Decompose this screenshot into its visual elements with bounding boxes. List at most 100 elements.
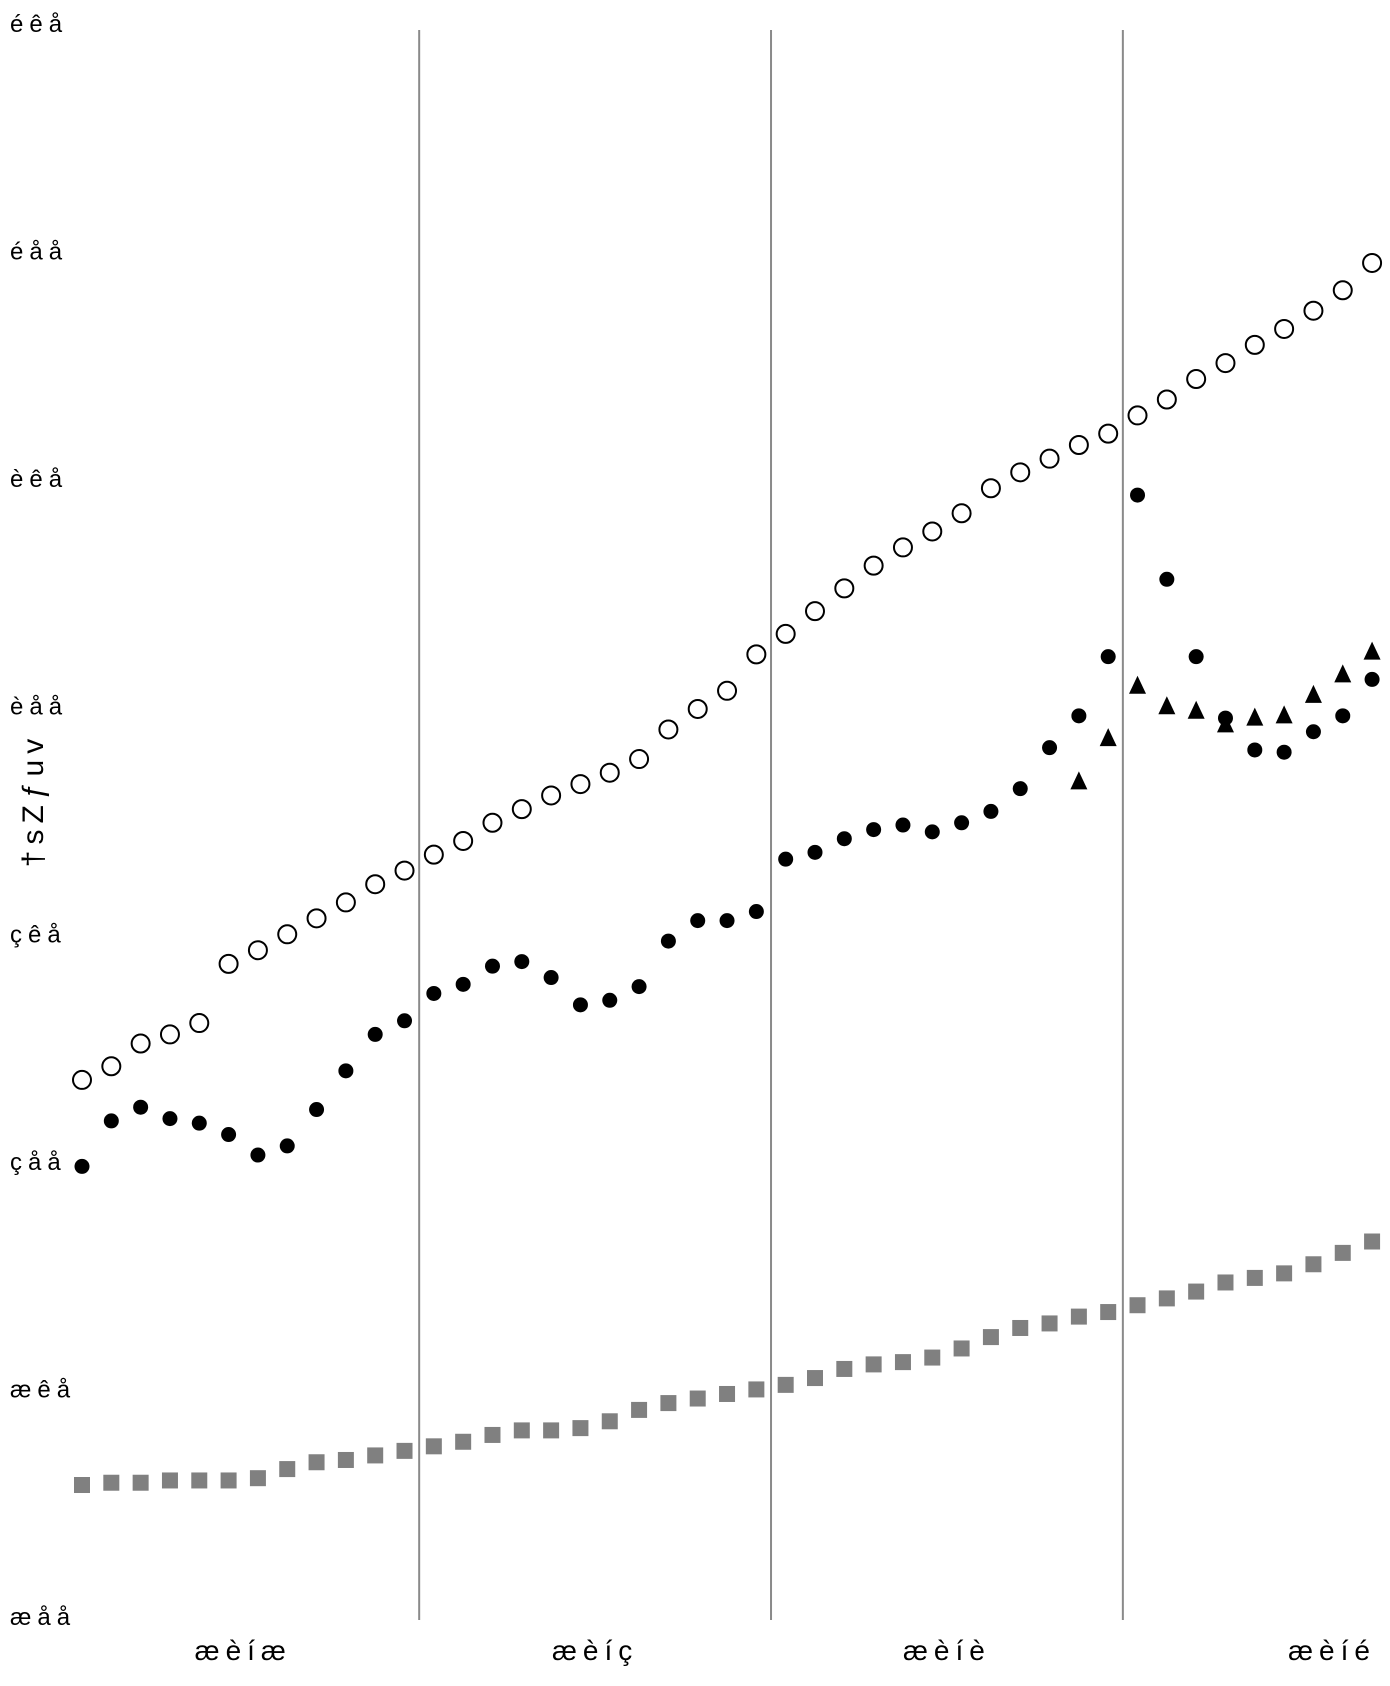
filled-circle-point — [1130, 487, 1146, 503]
square-point — [1334, 1244, 1351, 1261]
filled-circle-point — [690, 913, 706, 929]
filled-circle-point — [807, 844, 823, 860]
triangle-point — [1334, 664, 1352, 683]
square-point — [1188, 1283, 1205, 1300]
filled-circle-point — [309, 1102, 325, 1118]
square-point — [1129, 1297, 1146, 1314]
open-circle-point — [629, 749, 650, 770]
triangle-point — [1304, 684, 1322, 703]
y-tick-label: çêå — [10, 921, 67, 948]
filled-circle-point — [514, 954, 530, 970]
x-tick-label: æèíæ — [195, 1635, 292, 1666]
square-point — [279, 1461, 296, 1478]
square-point — [719, 1385, 736, 1402]
square-point — [191, 1472, 208, 1489]
open-circle-point — [1039, 448, 1060, 469]
square-point — [220, 1472, 237, 1489]
open-circle-point — [394, 860, 415, 881]
square-point — [249, 1470, 266, 1487]
open-circle-point — [189, 1013, 210, 1034]
filled-circle-point — [866, 822, 882, 838]
open-circle-point — [1244, 334, 1265, 355]
open-circle-point — [218, 953, 239, 974]
filled-circle-point — [484, 958, 500, 974]
square-point — [1276, 1265, 1293, 1282]
triangle-point — [1070, 771, 1088, 790]
square-point — [836, 1360, 853, 1377]
open-circle-point — [599, 762, 620, 783]
triangle-point — [1099, 728, 1117, 747]
square-point — [777, 1376, 794, 1393]
y-axis-label: †sZƒuv — [17, 733, 50, 867]
filled-circle-point — [1012, 781, 1028, 797]
series-open-circle — [72, 252, 1383, 1090]
open-circle-point — [1156, 389, 1177, 410]
square-point — [631, 1401, 648, 1418]
square-point — [396, 1442, 413, 1459]
open-circle-point — [717, 680, 738, 701]
y-tick-label: çåå — [10, 1149, 67, 1176]
filled-circle-point — [397, 1013, 413, 1029]
square-point — [689, 1390, 706, 1407]
square-point — [1246, 1269, 1263, 1286]
y-tick-label: èåå — [10, 694, 68, 721]
filled-circle-point — [1364, 671, 1380, 687]
filled-circle-point — [133, 1099, 149, 1115]
triangle-point — [1187, 700, 1205, 719]
square-point — [367, 1447, 384, 1464]
filled-circle-point — [631, 979, 647, 995]
filled-circle-point — [367, 1026, 383, 1042]
open-circle-point — [775, 623, 796, 644]
series-filled-circle — [74, 487, 1380, 1174]
filled-circle-point — [1335, 708, 1351, 724]
square-point — [924, 1349, 941, 1366]
triangle-point — [1363, 641, 1381, 660]
filled-circle-point — [1247, 742, 1263, 758]
open-circle-point — [1274, 318, 1295, 339]
square-point — [748, 1381, 765, 1398]
square-point — [982, 1329, 999, 1346]
open-circle-point — [101, 1056, 122, 1077]
filled-circle-point — [74, 1158, 90, 1174]
square-point — [484, 1426, 501, 1443]
filled-circle-point — [162, 1111, 178, 1127]
open-circle-point — [687, 698, 708, 719]
square-point — [660, 1395, 677, 1412]
square-point — [1158, 1290, 1175, 1307]
data-marks — [72, 252, 1383, 1494]
filled-circle-point — [602, 992, 618, 1008]
open-circle-point — [1362, 252, 1383, 273]
y-tick-label: éåå — [10, 239, 68, 266]
open-circle-point — [306, 908, 327, 929]
square-point — [103, 1474, 120, 1491]
open-circle-point — [980, 478, 1001, 499]
triangle-point — [1129, 675, 1147, 694]
x-axis-ticks: æèíæ æèíç æèíè æèíé — [195, 1635, 1370, 1666]
square-point — [601, 1413, 618, 1430]
open-circle-point — [1127, 405, 1148, 426]
open-circle-point — [922, 521, 943, 542]
square-point — [1100, 1304, 1117, 1321]
square-point — [1217, 1274, 1234, 1291]
filled-circle-point — [719, 913, 735, 929]
filled-circle-point — [1305, 724, 1321, 740]
triangle-point — [1158, 696, 1176, 715]
filled-circle-point — [954, 815, 970, 831]
open-circle-point — [482, 812, 503, 833]
square-point — [513, 1422, 530, 1439]
open-circle-point — [658, 719, 679, 740]
filled-circle-point — [250, 1147, 266, 1163]
series-gray-square — [74, 1233, 1381, 1494]
square-point — [1305, 1256, 1322, 1273]
filled-circle-point — [572, 997, 588, 1013]
open-circle-point — [951, 503, 972, 524]
filled-circle-point — [778, 851, 794, 867]
square-point — [572, 1420, 589, 1437]
open-circle-point — [277, 924, 298, 945]
square-point — [1012, 1319, 1029, 1336]
square-point — [894, 1354, 911, 1371]
filled-circle-point — [1100, 649, 1116, 665]
open-circle-point — [453, 830, 474, 851]
filled-circle-point — [748, 904, 764, 920]
square-point — [543, 1422, 560, 1439]
